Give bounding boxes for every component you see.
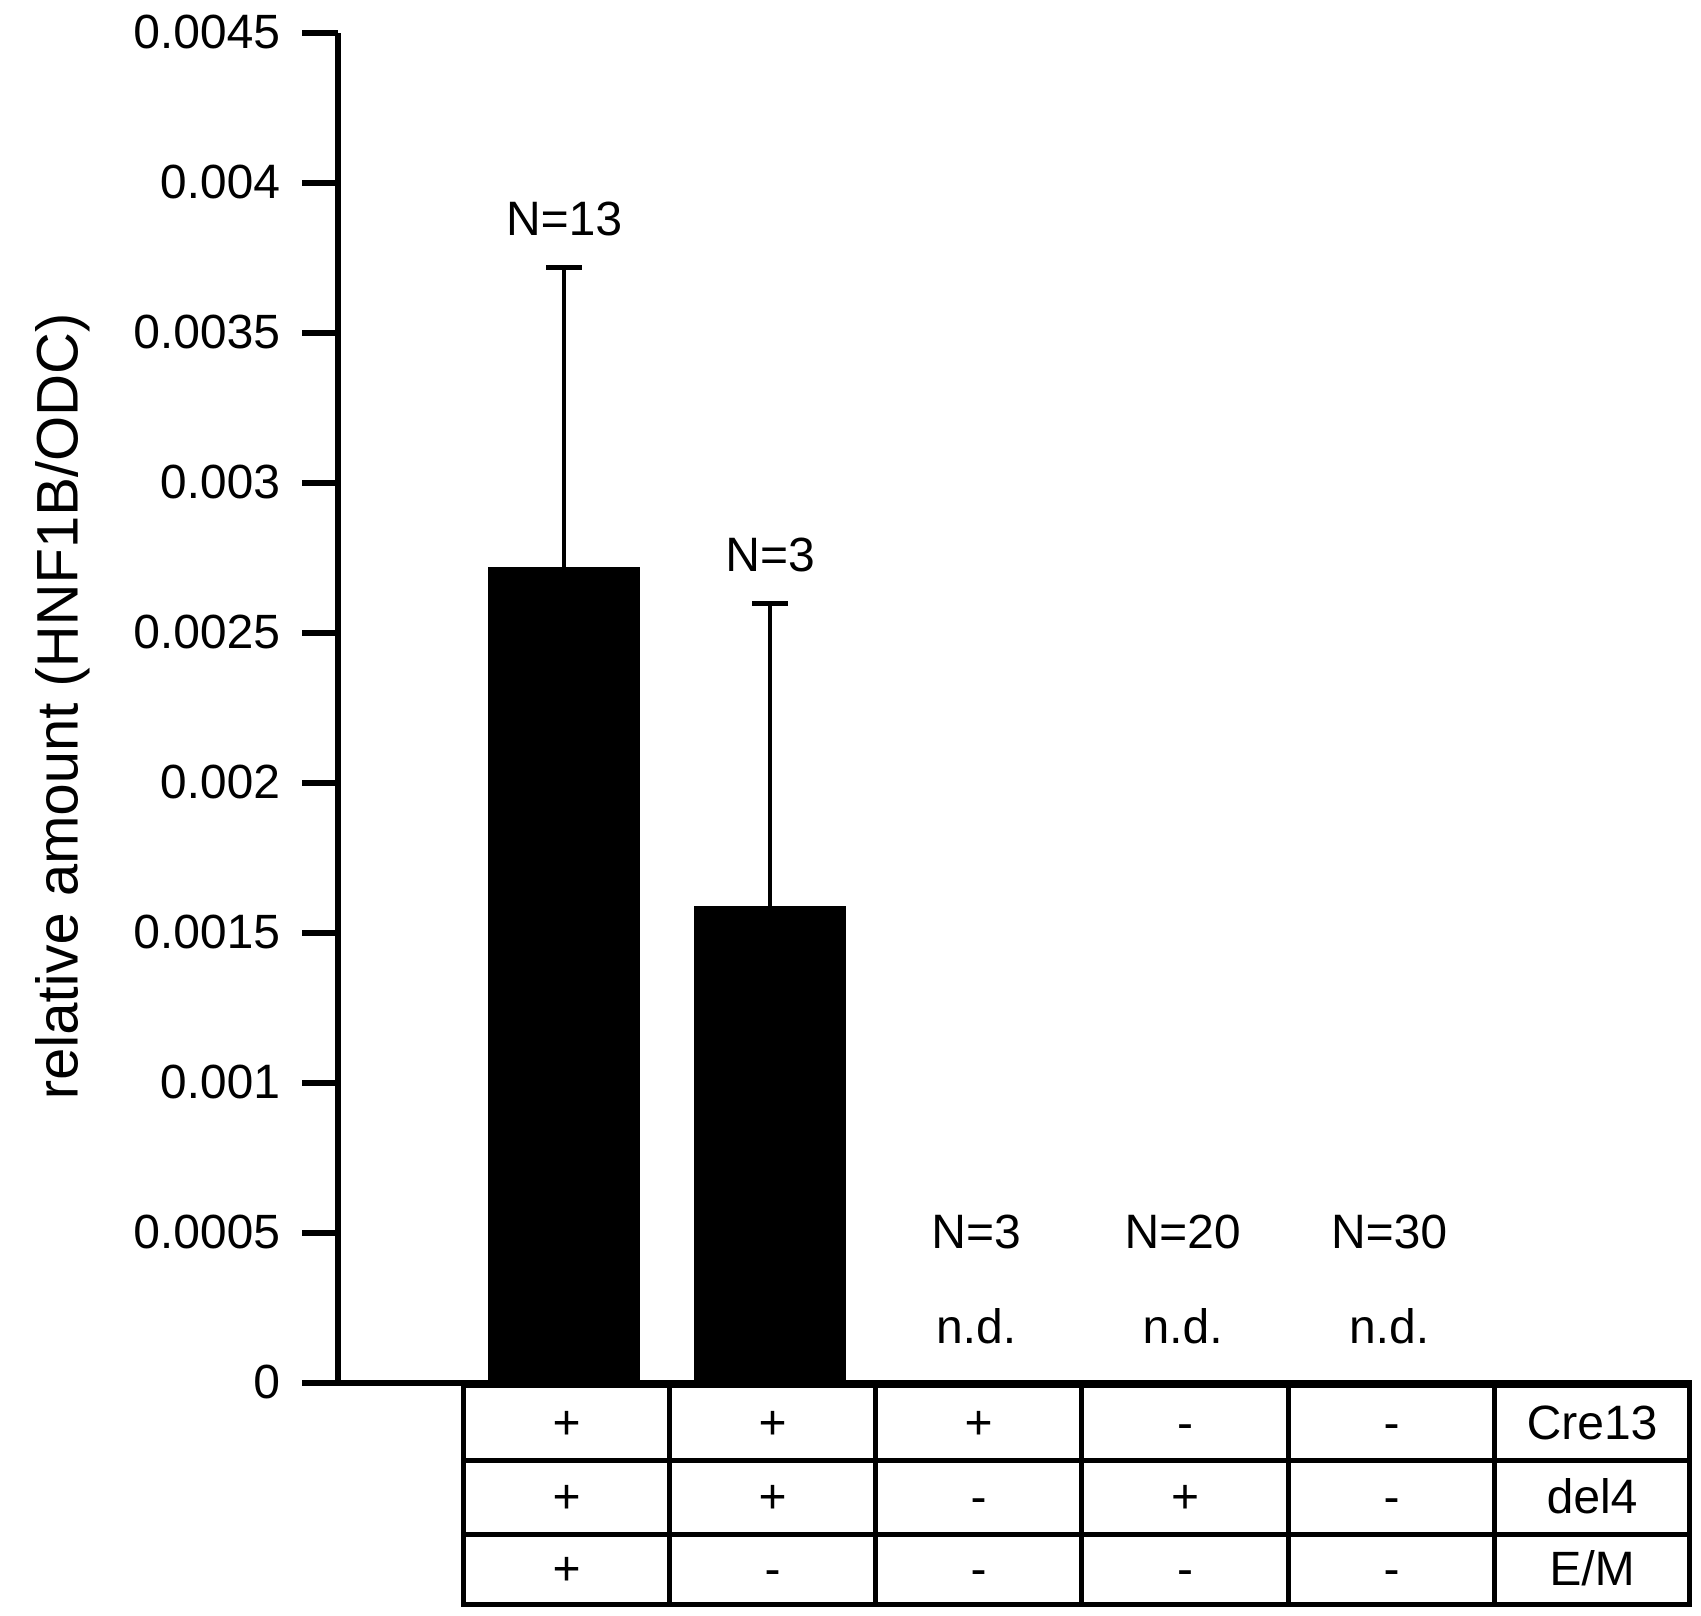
nd-label: n.d. xyxy=(1348,1301,1430,1354)
y-axis-line xyxy=(335,33,341,1386)
nd-label: n.d. xyxy=(1142,1301,1223,1354)
condition-cell: - xyxy=(1286,1458,1492,1532)
y-tick-mark xyxy=(302,1230,338,1236)
y-tick-mark xyxy=(302,330,338,336)
y-tick-label: 0.003 xyxy=(159,456,280,509)
y-tick-mark xyxy=(302,180,338,186)
condition-cell: + xyxy=(667,1383,873,1458)
y-tick-label: 0.001 xyxy=(159,1056,280,1109)
condition-cell: + xyxy=(461,1532,667,1607)
y-tick-mark xyxy=(302,30,338,36)
condition-cell: - xyxy=(667,1532,873,1607)
error-bar-cap xyxy=(546,265,582,270)
n-count-label: N=20 xyxy=(1124,1206,1241,1259)
error-bar-cap xyxy=(752,601,788,606)
condition-cell: + xyxy=(667,1458,873,1532)
bar xyxy=(694,906,846,1383)
error-bar-whisker xyxy=(562,267,566,567)
n-count-label: N=3 xyxy=(931,1206,1021,1259)
error-bar-whisker xyxy=(768,603,772,906)
condition-cell: - xyxy=(1079,1532,1286,1607)
condition-cell: + xyxy=(461,1458,667,1532)
bar xyxy=(488,567,640,1383)
condition-row-label: Cre13 xyxy=(1492,1383,1692,1458)
condition-cell: - xyxy=(1079,1383,1286,1458)
n-count-label: N=30 xyxy=(1330,1206,1448,1259)
y-tick-label: 0.0025 xyxy=(133,606,280,659)
y-tick-label: 0.0005 xyxy=(133,1206,280,1259)
condition-cell: + xyxy=(1079,1458,1286,1532)
condition-row-label: del4 xyxy=(1492,1458,1692,1532)
condition-row-label: E/M xyxy=(1492,1532,1692,1607)
y-tick-mark xyxy=(302,1080,338,1086)
condition-cell: - xyxy=(873,1458,1079,1532)
condition-cell: + xyxy=(873,1383,1079,1458)
y-tick-label: 0 xyxy=(253,1356,280,1409)
y-tick-mark xyxy=(302,930,338,936)
y-tick-label: 0.0035 xyxy=(133,306,280,359)
y-tick-label: 0.0045 xyxy=(133,6,280,59)
condition-cell: - xyxy=(1286,1532,1492,1607)
y-tick-mark xyxy=(302,480,338,486)
n-count-label: N=3 xyxy=(725,529,815,582)
y-tick-label: 0.004 xyxy=(159,156,280,209)
y-tick-mark xyxy=(302,630,338,636)
y-tick-label: 0.002 xyxy=(159,756,280,809)
nd-label: n.d. xyxy=(935,1301,1017,1354)
condition-cell: - xyxy=(873,1532,1079,1607)
y-axis-title: relative amount (HNF1B/ODC) xyxy=(25,312,91,1100)
n-count-label: N=13 xyxy=(505,193,623,246)
condition-cell: - xyxy=(1286,1383,1492,1458)
y-tick-label: 0.0015 xyxy=(133,906,280,959)
condition-cell: + xyxy=(461,1383,667,1458)
y-tick-mark xyxy=(302,1380,338,1386)
y-tick-mark xyxy=(302,780,338,786)
